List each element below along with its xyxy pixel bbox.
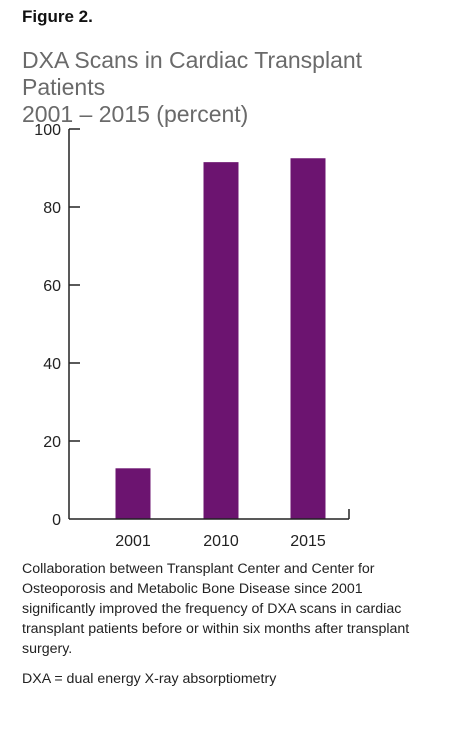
bar-2015 xyxy=(290,158,326,519)
bars xyxy=(115,158,326,519)
chart-title-line-1: DXA Scans in Cardiac Transplant Patients xyxy=(22,47,363,100)
chart-title: DXA Scans in Cardiac Transplant Patients… xyxy=(22,47,442,128)
abbreviation-footnote: DXA = dual energy X-ray absorptiometry xyxy=(22,671,277,687)
y-tick-label-100: 100 xyxy=(34,122,61,139)
x-tick-label-2010: 2010 xyxy=(203,533,239,550)
y-tick-label-60: 60 xyxy=(43,278,61,295)
y-axis: 0 20 40 60 80 100 xyxy=(34,122,80,529)
figure-caption: Collaboration between Transplant Center … xyxy=(22,561,410,657)
x-tick-label-2001: 2001 xyxy=(115,533,151,550)
y-tick-label-80: 80 xyxy=(43,200,61,217)
y-tick-label-40: 40 xyxy=(43,356,61,373)
y-tick-label-0: 0 xyxy=(52,512,61,529)
x-axis: 2001 2010 2015 xyxy=(69,509,350,550)
bar-chart: 0 20 40 60 80 100 2001 2010 2015 xyxy=(34,122,350,550)
y-tick-label-20: 20 xyxy=(43,434,61,451)
figure-label: Figure 2. xyxy=(22,7,93,26)
x-tick-label-2015: 2015 xyxy=(290,533,326,550)
bar-2001 xyxy=(115,468,151,519)
chart-title-line-2: 2001 – 2015 (percent) xyxy=(22,101,249,127)
bar-2010 xyxy=(203,162,239,519)
